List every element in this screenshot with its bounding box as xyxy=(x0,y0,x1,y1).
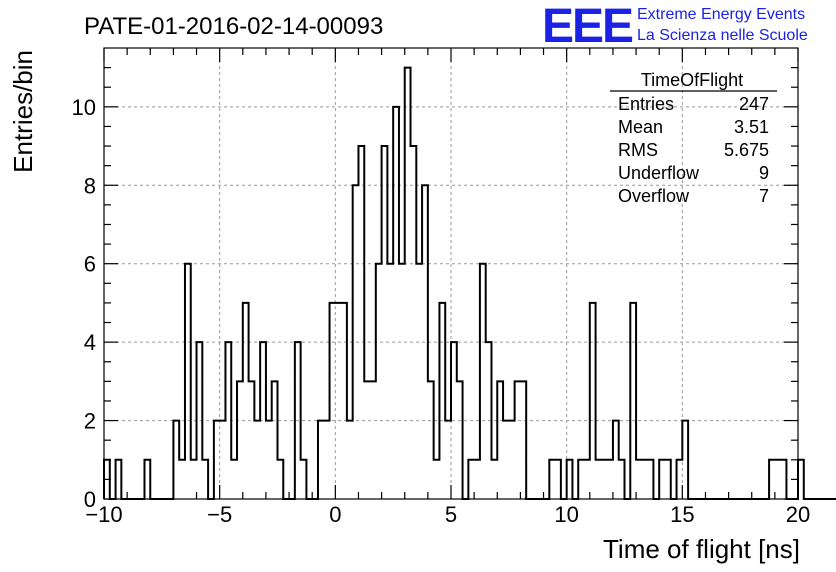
stats-label: Mean xyxy=(618,117,663,137)
logo-line-1: Extreme Energy Events xyxy=(637,6,805,23)
y-tick-label: 10 xyxy=(72,95,96,120)
stats-value: 7 xyxy=(759,186,769,206)
x-axis-label: Time of flight [ns] xyxy=(603,534,800,564)
y-tick-labels: 0 2 4 6 8 10 xyxy=(72,95,96,512)
y-tick-label: 6 xyxy=(84,252,96,277)
stats-rows: Entries 247 Mean 3.51 RMS 5.675 Underflow 9 Over… xyxy=(618,94,769,206)
y-tick-label: 0 xyxy=(84,487,96,512)
stats-value: 247 xyxy=(739,94,769,114)
stats-label: RMS xyxy=(618,140,658,160)
stats-label: Overflow xyxy=(618,186,690,206)
stats-box: TimeOfFlight Entries 247 Mean 3.51 RMS 5.675 U… xyxy=(610,70,777,206)
grid-lines xyxy=(104,48,798,499)
eee-logo: EEE Extreme Energy Events La Scienza nel… xyxy=(542,0,808,53)
x-tick-labels: −10 −5 0 5 10 15 20 xyxy=(85,502,810,527)
histogram-line xyxy=(103,66,836,500)
stats-label: Entries xyxy=(618,94,674,114)
y-tick-label: 4 xyxy=(84,330,96,355)
y-tick-label: 8 xyxy=(84,173,96,198)
x-tick-label: 20 xyxy=(786,502,810,527)
stats-value: 5.675 xyxy=(724,140,769,160)
x-tick-label: 10 xyxy=(554,502,578,527)
stats-title: TimeOfFlight xyxy=(641,70,743,90)
stats-label: Underflow xyxy=(618,163,700,183)
chart-title: PATE-01-2016-02-14-00093 xyxy=(84,13,383,40)
y-tick-label: 2 xyxy=(84,409,96,434)
logo-line-2: La Scienza nelle Scuole xyxy=(637,27,808,44)
y-axis-label: Entries/bin xyxy=(8,50,38,173)
x-tick-label: 5 xyxy=(445,502,457,527)
x-tick-label: −10 xyxy=(85,502,122,527)
x-tick-label: 15 xyxy=(670,502,694,527)
x-tick-label: 0 xyxy=(329,502,341,527)
logo-letters: EEE xyxy=(542,0,633,53)
stats-value: 3.51 xyxy=(734,117,769,137)
stats-value: 9 xyxy=(759,163,769,183)
axis-ticks xyxy=(103,48,799,500)
x-tick-label: −5 xyxy=(207,502,232,527)
